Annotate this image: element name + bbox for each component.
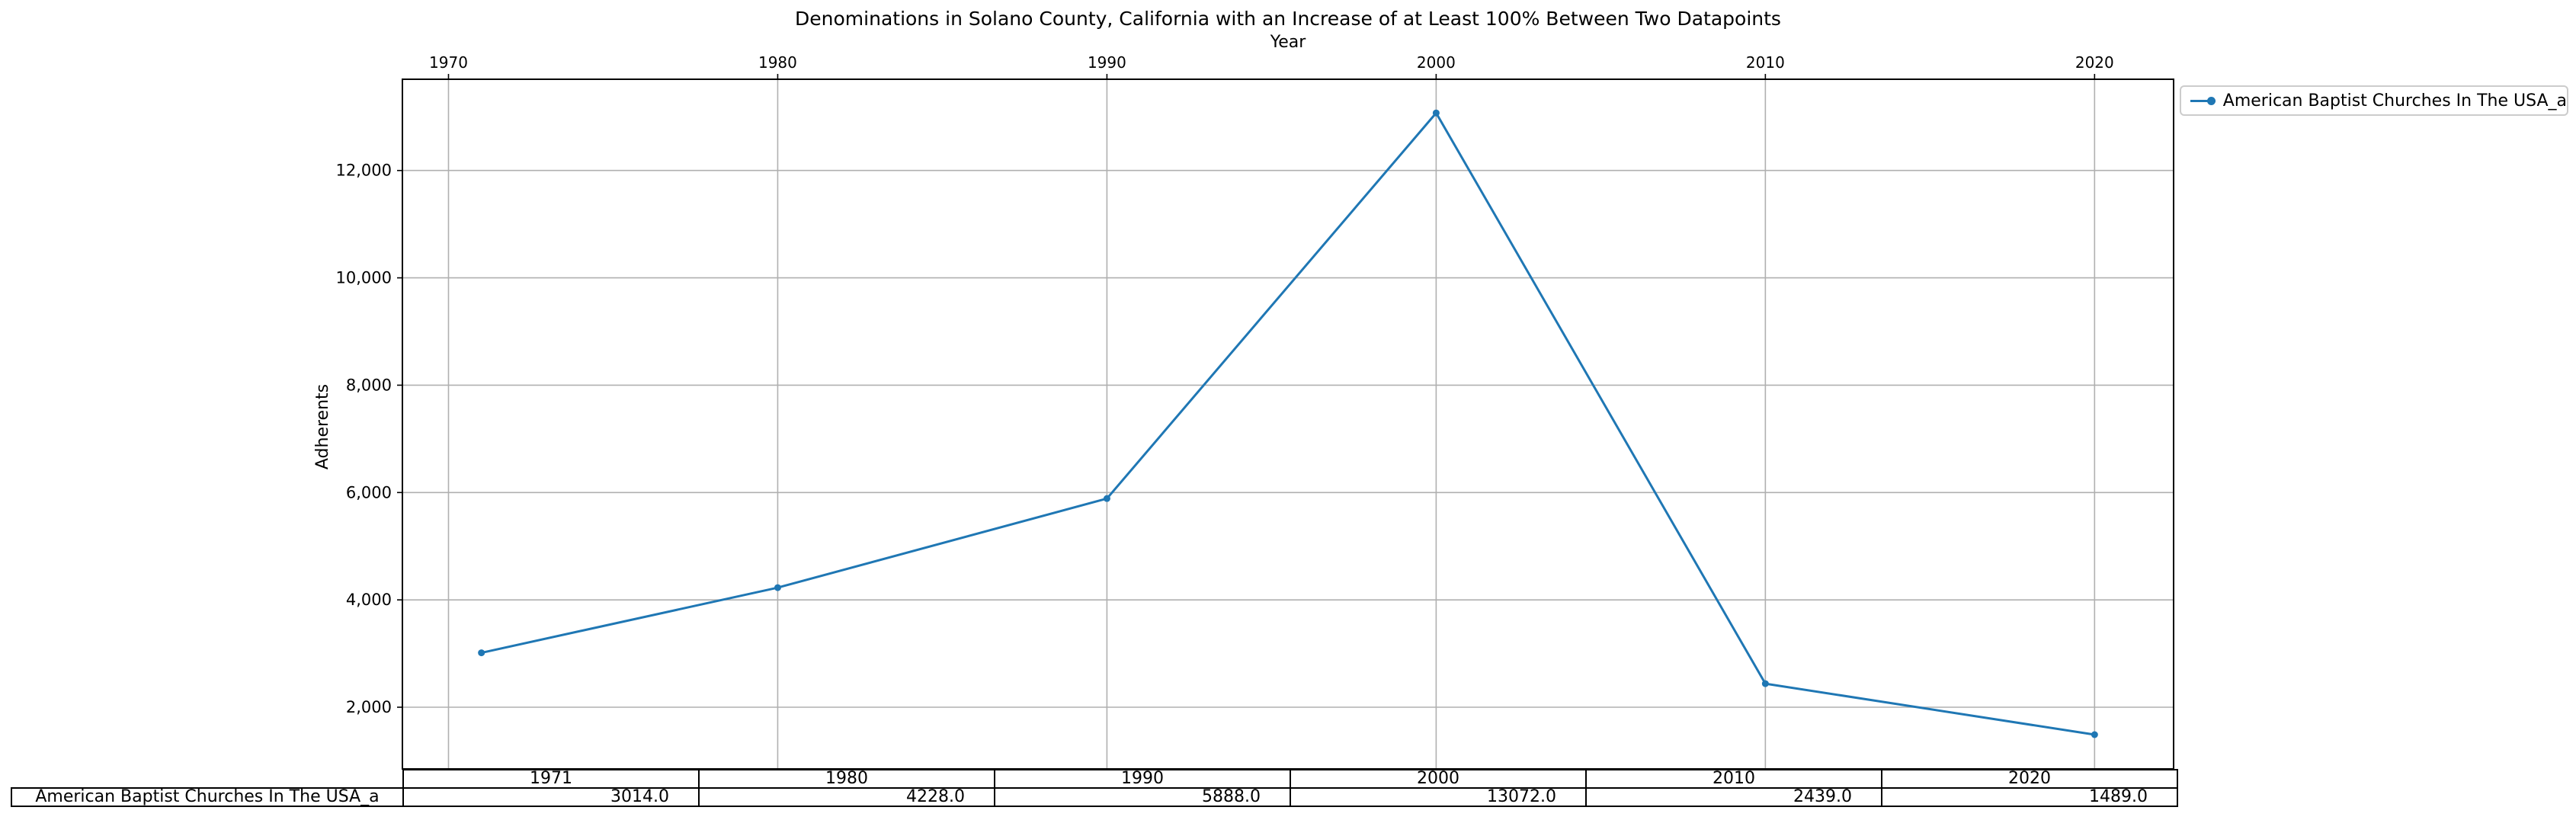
x-tick-label: 1970 [429,53,468,72]
x-tick-label: 2000 [1417,53,1456,72]
table-header-cell: 1971 [402,769,700,789]
data-table: 1971 1980 1990 2000 2010 2020 American B… [11,769,2178,807]
x-axis-label: Year [1270,33,1307,52]
table-corner-cell [11,770,404,789]
table-header-cell: 2000 [1290,769,1587,789]
legend-label: American Baptist Churches In The USA_a [2222,91,2567,111]
y-tick-label: 10,000 [336,269,392,287]
table-header-cell: 1980 [698,769,995,789]
table-row: American Baptist Churches In The USA_a 3… [11,787,2178,807]
x-tick-label: 1980 [758,53,797,72]
y-tick-label: 12,000 [336,162,392,180]
table-header-cell: 1990 [994,769,1291,789]
data-point [2091,731,2098,738]
table-cell: 1489.0 [1881,787,2178,807]
table-cell: 13072.0 [1290,787,1587,807]
table-cell: 4228.0 [698,787,995,807]
legend-line-marker-icon [2190,93,2216,108]
y-tick-label: 2,000 [346,698,392,716]
y-tick-label: 4,000 [346,591,392,609]
chart-title: Denominations in Solano County, Californ… [795,8,1781,30]
series-layer [478,109,2098,738]
table-cell: 5888.0 [994,787,1291,807]
x-tick-label: 2010 [1746,53,1785,72]
data-point [1761,680,1769,687]
data-point [774,584,781,591]
table-header-cell: 2010 [1585,769,1882,789]
data-point [478,649,485,657]
x-tick-label: 1990 [1088,53,1126,72]
data-point [1432,109,1440,117]
y-tick-label: 6,000 [346,483,392,501]
table-header-row: 1971 1980 1990 2000 2010 2020 [11,769,2178,789]
plot-frame [402,78,2174,770]
table-header-cell: 2020 [1881,769,2178,789]
grid-layer [402,79,2174,769]
legend: American Baptist Churches In The USA_a [2180,85,2568,116]
data-point [1103,495,1110,502]
tick-layer: 1970 1980 1990 2000 2010 2020 2,000 4,000 6,000 8… [336,53,2114,716]
table-cell: 3014.0 [402,787,700,807]
table-cell: 2439.0 [1585,787,1882,807]
series-line [481,111,2095,736]
x-tick-label: 2020 [2075,53,2114,72]
table-row-label: American Baptist Churches In The USA_a [11,787,404,807]
y-axis-label: Adherents [313,384,332,469]
y-tick-label: 8,000 [346,376,392,394]
